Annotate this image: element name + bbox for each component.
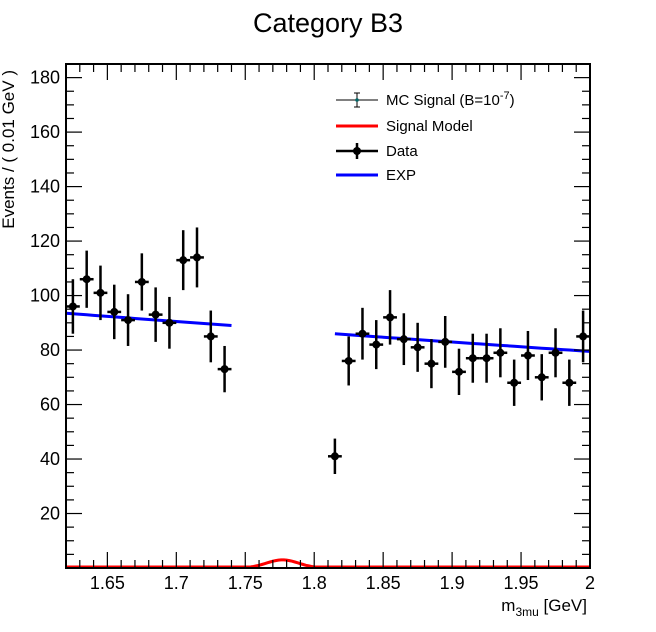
axes: 1.65 1.7 1.75 1.8 1.85 1.9 1.95 2 20 40 60 80 100 120… [30, 63, 595, 593]
data-marker [386, 313, 395, 322]
y-tick-label: 60 [40, 395, 60, 415]
y-tick-label: 120 [30, 231, 60, 251]
data-point [369, 320, 384, 370]
data-point [562, 359, 577, 406]
data-point [410, 322, 425, 372]
data-marker [96, 288, 105, 297]
data-marker [482, 354, 491, 363]
data-point [148, 287, 163, 342]
legend-label: MC Signal (B=10-7) [386, 90, 515, 109]
legend-entry: Data [336, 143, 418, 160]
x-tick-label: 1.95 [504, 573, 539, 593]
data-point [479, 333, 494, 383]
data-point [190, 227, 204, 288]
data-point [424, 339, 439, 389]
legend-entry: EXP [336, 167, 416, 184]
legend-label: Data [386, 143, 418, 160]
legend: MC Signal (B=10-7) Signal Model Data EXP [336, 90, 515, 184]
legend-data-marker [353, 147, 361, 155]
y-tick-label: 140 [30, 177, 60, 197]
data-point [66, 279, 80, 334]
data-point [93, 265, 108, 321]
data-marker [468, 354, 477, 363]
legend-label: Signal Model [386, 118, 473, 135]
y-axis-label: Events / ( 0.01 GeV ) [0, 70, 18, 229]
x-tick-label: 1.7 [164, 573, 189, 593]
data-marker [68, 302, 77, 311]
y-tick-label: 160 [30, 122, 60, 142]
exp-fit-layer [65, 311, 591, 353]
data-marker [551, 348, 560, 357]
data-point [79, 250, 94, 308]
data-point [217, 345, 232, 393]
data-marker [137, 277, 146, 286]
data-marker [220, 365, 229, 374]
data-marker [330, 452, 339, 461]
data-point [438, 316, 453, 368]
data-point [493, 328, 508, 378]
data-point [507, 359, 522, 406]
data-marker [523, 351, 532, 360]
y-tick-label: 80 [40, 340, 60, 360]
data-marker [110, 307, 119, 316]
x-tick-label: 1.85 [366, 573, 401, 593]
y-tick-label: 40 [40, 449, 60, 469]
data-points-layer [66, 227, 590, 475]
data-marker [358, 329, 367, 338]
legend-mc-marker [355, 98, 359, 102]
data-marker [537, 373, 546, 382]
x-tick-label: 1.75 [228, 573, 263, 593]
data-marker [124, 316, 133, 325]
legend-entry: MC Signal (B=10-7) [336, 90, 515, 109]
data-marker [165, 318, 174, 327]
legend-entry: Signal Model [336, 118, 473, 135]
x-tick-label: 2 [585, 573, 595, 593]
x-axis-label: m3mu [GeV] [501, 596, 587, 619]
chart-title: Category B3 [253, 8, 403, 38]
data-marker [441, 337, 450, 346]
data-marker [193, 253, 201, 262]
data-point [176, 230, 191, 291]
y-tick-label: 20 [40, 504, 60, 524]
legend-label: EXP [386, 167, 416, 184]
data-point [134, 253, 149, 311]
data-point [355, 307, 370, 360]
data-marker [151, 310, 160, 319]
data-marker [496, 348, 505, 357]
data-point [521, 330, 535, 381]
x-tick-label: 1.65 [90, 573, 125, 593]
data-point [383, 290, 397, 345]
data-point [465, 333, 480, 383]
data-marker [455, 367, 463, 376]
data-marker [372, 340, 381, 349]
data-point [203, 310, 218, 363]
data-marker [179, 256, 188, 265]
x-tick-label: 1.8 [302, 573, 327, 593]
data-marker [510, 378, 519, 387]
data-marker [427, 359, 436, 368]
data-marker [565, 378, 574, 387]
y-tick-label: 100 [30, 286, 60, 306]
exp-fit-line-1 [65, 311, 232, 327]
data-marker [413, 343, 422, 352]
data-point [341, 336, 356, 386]
y-tick-label: 180 [30, 68, 60, 88]
data-marker [399, 335, 408, 344]
data-point [396, 313, 411, 366]
data-marker [82, 275, 91, 284]
data-point [452, 348, 466, 396]
data-point [534, 354, 549, 401]
data-marker [206, 332, 215, 341]
data-point [107, 284, 122, 340]
data-point [548, 328, 563, 378]
data-marker [344, 356, 353, 365]
data-point [162, 296, 177, 349]
data-point [328, 438, 342, 475]
plot-frame [65, 63, 591, 569]
data-point [121, 294, 135, 346]
x-tick-label: 1.9 [440, 573, 465, 593]
